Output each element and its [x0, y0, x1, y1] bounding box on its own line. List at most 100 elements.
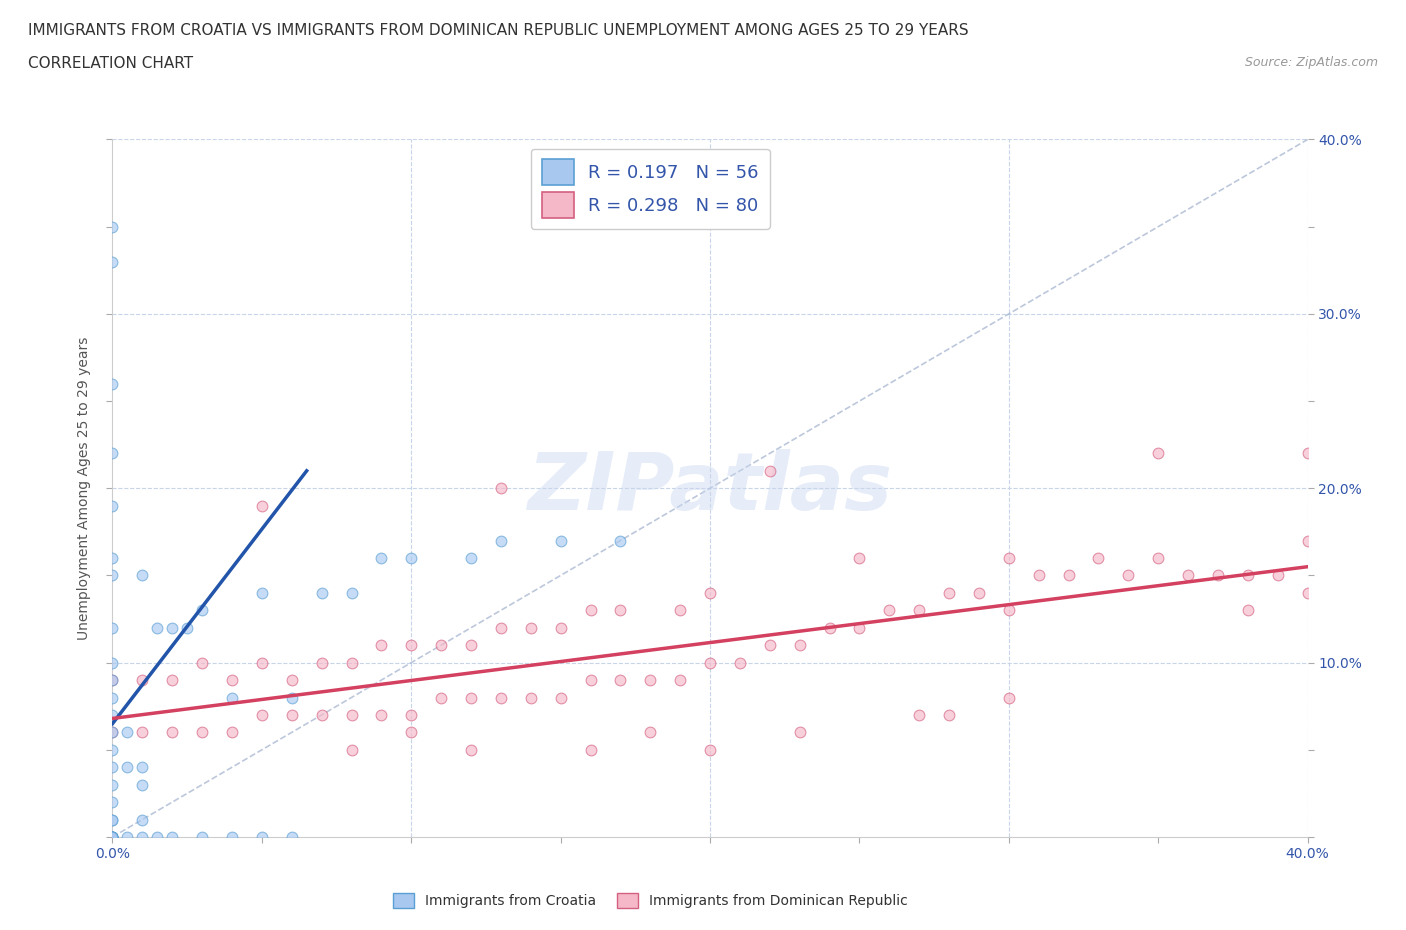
Point [460, 638, 482, 653]
Point [848, 551, 870, 565]
Point [176, 620, 198, 635]
Point [101, 812, 124, 827]
Point [877, 603, 901, 618]
Point [101, 760, 124, 775]
Point [250, 498, 273, 513]
Point [101, 551, 124, 565]
Legend: Immigrants from Croatia, Immigrants from Dominican Republic: Immigrants from Croatia, Immigrants from… [388, 888, 912, 914]
Point [101, 830, 124, 844]
Point [101, 830, 124, 844]
Point [101, 620, 124, 635]
Point [101, 656, 124, 671]
Point [101, 672, 124, 687]
Point [340, 742, 363, 757]
Point [550, 533, 572, 548]
Point [281, 830, 304, 844]
Point [699, 586, 721, 601]
Point [101, 708, 124, 723]
Point [908, 603, 931, 618]
Point [938, 708, 960, 723]
Point [1087, 551, 1109, 565]
Point [131, 672, 153, 687]
Point [101, 498, 124, 513]
Point [1057, 568, 1080, 583]
Point [191, 830, 214, 844]
Point [250, 586, 273, 601]
Point [1296, 586, 1319, 601]
Point [221, 725, 243, 740]
Point [460, 551, 482, 565]
Point [191, 603, 214, 618]
Point [938, 586, 960, 601]
Point [967, 586, 990, 601]
Point [638, 672, 662, 687]
Point [101, 742, 124, 757]
Text: ZIPatlas: ZIPatlas [527, 449, 893, 527]
Point [579, 603, 602, 618]
Point [609, 603, 631, 618]
Point [281, 690, 304, 705]
Point [609, 533, 631, 548]
Point [370, 551, 392, 565]
Point [669, 672, 692, 687]
Point [131, 777, 153, 792]
Point [281, 708, 304, 723]
Point [162, 830, 183, 844]
Point [579, 672, 602, 687]
Point [818, 620, 841, 635]
Point [221, 690, 243, 705]
Text: CORRELATION CHART: CORRELATION CHART [28, 56, 193, 71]
Point [162, 725, 183, 740]
Point [609, 672, 631, 687]
Point [998, 603, 1021, 618]
Point [162, 672, 183, 687]
Point [759, 463, 782, 478]
Point [117, 830, 139, 844]
Point [131, 812, 153, 827]
Point [401, 551, 423, 565]
Point [131, 830, 153, 844]
Point [101, 219, 124, 234]
Point [131, 760, 153, 775]
Point [1177, 568, 1199, 583]
Point [101, 672, 124, 687]
Y-axis label: Unemployment Among Ages 25 to 29 years: Unemployment Among Ages 25 to 29 years [77, 337, 91, 640]
Point [101, 725, 124, 740]
Point [848, 620, 870, 635]
Point [101, 377, 124, 392]
Point [311, 586, 333, 601]
Point [699, 656, 721, 671]
Point [789, 638, 811, 653]
Point [789, 725, 811, 740]
Text: IMMIGRANTS FROM CROATIA VS IMMIGRANTS FROM DOMINICAN REPUBLIC UNEMPLOYMENT AMONG: IMMIGRANTS FROM CROATIA VS IMMIGRANTS FR… [28, 23, 969, 38]
Point [221, 830, 243, 844]
Point [101, 794, 124, 809]
Point [489, 533, 512, 548]
Point [489, 620, 512, 635]
Point [1118, 568, 1140, 583]
Text: Source: ZipAtlas.com: Source: ZipAtlas.com [1244, 56, 1378, 69]
Point [340, 708, 363, 723]
Point [430, 690, 453, 705]
Point [520, 620, 543, 635]
Point [520, 690, 543, 705]
Point [250, 708, 273, 723]
Point [370, 708, 392, 723]
Point [101, 812, 124, 827]
Point [669, 603, 692, 618]
Point [550, 620, 572, 635]
Point [401, 708, 423, 723]
Point [101, 568, 124, 583]
Point [131, 568, 153, 583]
Point [101, 446, 124, 461]
Point [101, 830, 124, 844]
Point [250, 830, 273, 844]
Point [101, 830, 124, 844]
Point [340, 656, 363, 671]
Point [1267, 568, 1289, 583]
Point [101, 254, 124, 269]
Point [489, 481, 512, 496]
Point [162, 620, 183, 635]
Point [998, 551, 1021, 565]
Point [1296, 533, 1319, 548]
